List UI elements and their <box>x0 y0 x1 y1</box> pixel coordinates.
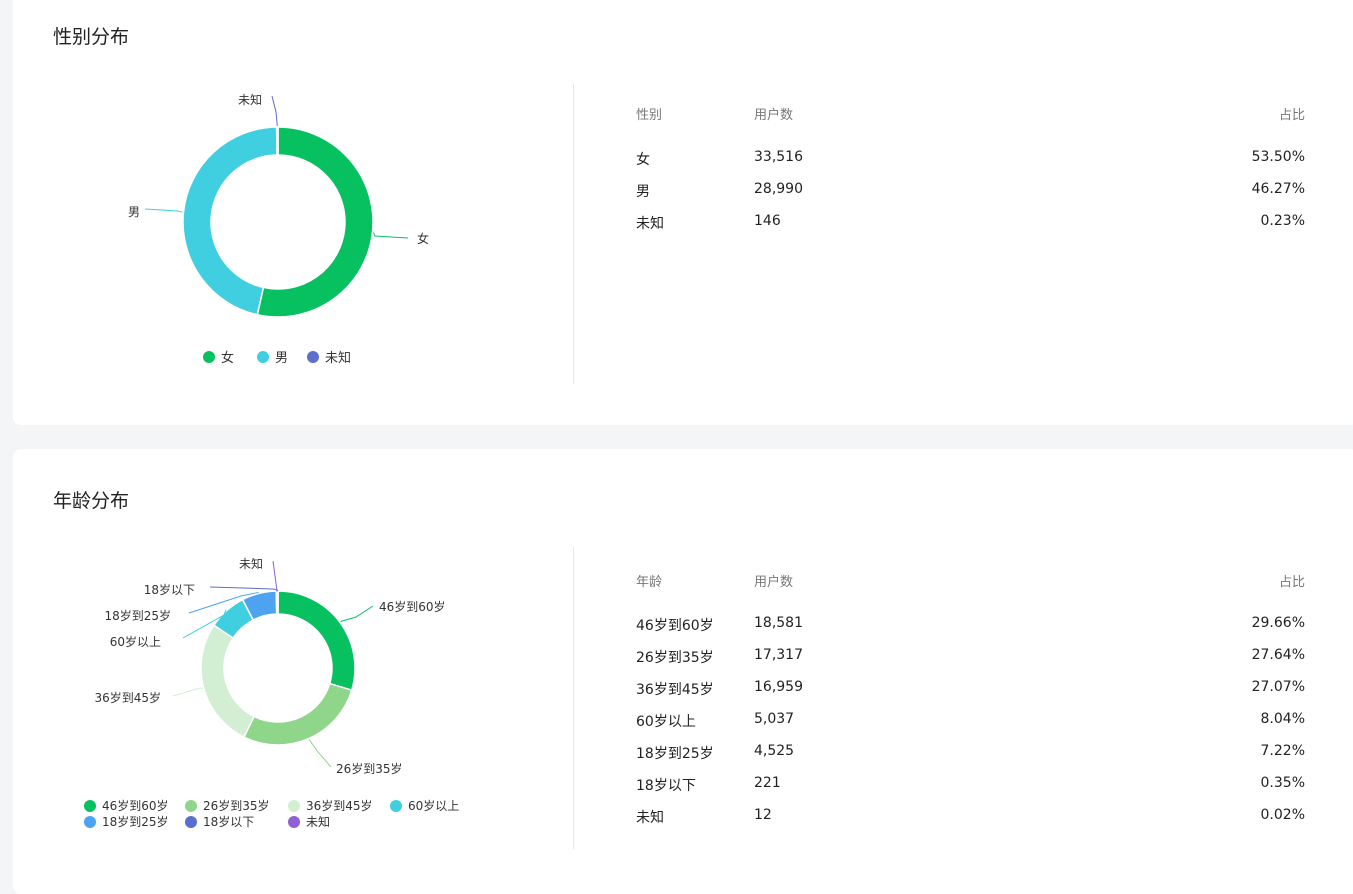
legend-dot <box>84 816 96 828</box>
legend-label: 未知 <box>325 347 351 366</box>
table-cell-pct: 0.02% <box>1261 807 1305 823</box>
legend-label: 18岁以下 <box>203 813 254 830</box>
legend-dot <box>257 351 269 363</box>
legend-item[interactable]: 未知 <box>307 347 351 366</box>
slice-label: 18岁以下 <box>144 582 195 597</box>
table-cell-label: 18岁到25岁 <box>636 743 714 763</box>
legend-dot <box>84 800 96 812</box>
legend-dot <box>307 351 319 363</box>
legend-item[interactable]: 46岁到60岁 <box>84 797 169 814</box>
table-cell-label: 男 <box>636 181 650 201</box>
table-cell-pct: 29.66% <box>1252 615 1305 631</box>
table-cell-label: 36岁到45岁 <box>636 679 714 699</box>
slice-label: 60岁以上 <box>110 634 161 649</box>
table-cell-count: 4,525 <box>754 743 794 759</box>
slice-26岁到35岁[interactable] <box>244 684 352 745</box>
col-header: 用户数 <box>754 571 793 590</box>
table-cell-pct: 0.23% <box>1261 213 1305 229</box>
table-cell-count: 33,516 <box>754 149 803 165</box>
table-cell-pct: 8.04% <box>1261 711 1305 727</box>
legend-dot <box>390 800 402 812</box>
legend-label: 未知 <box>306 813 330 830</box>
table-cell-pct: 27.64% <box>1252 647 1305 663</box>
table-cell-pct: 7.22% <box>1261 743 1305 759</box>
table-cell-count: 5,037 <box>754 711 794 727</box>
legend-dot <box>185 800 197 812</box>
table-cell-count: 12 <box>754 807 772 823</box>
table-cell-count: 17,317 <box>754 647 803 663</box>
table-cell-pct: 0.35% <box>1261 775 1305 791</box>
table-cell-count: 28,990 <box>754 181 803 197</box>
slice-label: 未知 <box>238 93 262 107</box>
legend-item[interactable]: 男 <box>257 347 288 366</box>
table-cell-label: 46岁到60岁 <box>636 615 714 635</box>
col-header: 年龄 <box>636 571 662 590</box>
table-cell-count: 146 <box>754 213 781 229</box>
legend-dot <box>185 816 197 828</box>
legend-dot <box>288 816 300 828</box>
slice-label: 未知 <box>239 557 263 571</box>
slice-46岁到60岁[interactable] <box>278 591 355 690</box>
legend-dot <box>203 351 215 363</box>
legend-item[interactable]: 未知 <box>288 813 330 830</box>
slice-男[interactable] <box>183 127 277 315</box>
table-cell-count: 16,959 <box>754 679 803 695</box>
col-header: 占比 <box>1279 104 1305 123</box>
leader-line <box>173 688 203 696</box>
slice-label: 26岁到35岁 <box>336 761 403 776</box>
legend-dot <box>288 800 300 812</box>
col-header: 性别 <box>636 104 662 123</box>
col-header: 占比 <box>1279 571 1305 590</box>
divider <box>573 84 574 384</box>
table-cell-label: 女 <box>636 149 650 169</box>
divider <box>573 547 574 849</box>
table-cell-pct: 53.50% <box>1252 149 1305 165</box>
leader-line <box>272 96 277 126</box>
slice-label: 46岁到60岁 <box>379 599 446 614</box>
leader-line <box>373 233 408 238</box>
table-cell-label: 未知 <box>636 807 664 827</box>
legend-item[interactable]: 女 <box>203 347 234 366</box>
leader-line <box>309 740 331 767</box>
table-cell-pct: 46.27% <box>1252 181 1305 197</box>
legend-label: 36岁到45岁 <box>306 797 373 814</box>
table-cell-label: 60岁以上 <box>636 711 696 731</box>
legend-label: 26岁到35岁 <box>203 797 270 814</box>
legend-item[interactable]: 60岁以上 <box>390 797 459 814</box>
leader-line <box>341 606 373 621</box>
slice-label: 男 <box>128 205 140 219</box>
table-cell-count: 221 <box>754 775 781 791</box>
table-cell-label: 18岁以下 <box>636 775 696 795</box>
legend-item[interactable]: 26岁到35岁 <box>185 797 270 814</box>
legend-label: 60岁以上 <box>408 797 459 814</box>
table-cell-pct: 27.07% <box>1252 679 1305 695</box>
leader-line <box>273 561 278 591</box>
legend-item[interactable]: 36岁到45岁 <box>288 797 373 814</box>
legend-item[interactable]: 18岁到25岁 <box>84 813 169 830</box>
slice-label: 36岁到45岁 <box>94 690 161 705</box>
slice-36岁到45岁[interactable] <box>201 625 254 737</box>
leader-line <box>210 587 277 590</box>
slice-未知[interactable] <box>277 127 278 155</box>
legend-item[interactable]: 18岁以下 <box>185 813 254 830</box>
leader-line <box>145 209 183 212</box>
table-cell-label: 未知 <box>636 213 664 233</box>
legend-label: 18岁到25岁 <box>102 813 169 830</box>
col-header: 用户数 <box>754 104 793 123</box>
table-cell-count: 18,581 <box>754 615 803 631</box>
legend-label: 男 <box>275 347 288 366</box>
table-cell-label: 26岁到35岁 <box>636 647 714 667</box>
slice-label: 女 <box>417 231 429 246</box>
legend-label: 女 <box>221 347 234 366</box>
slice-label: 18岁到25岁 <box>104 608 171 623</box>
legend-label: 46岁到60岁 <box>102 797 169 814</box>
